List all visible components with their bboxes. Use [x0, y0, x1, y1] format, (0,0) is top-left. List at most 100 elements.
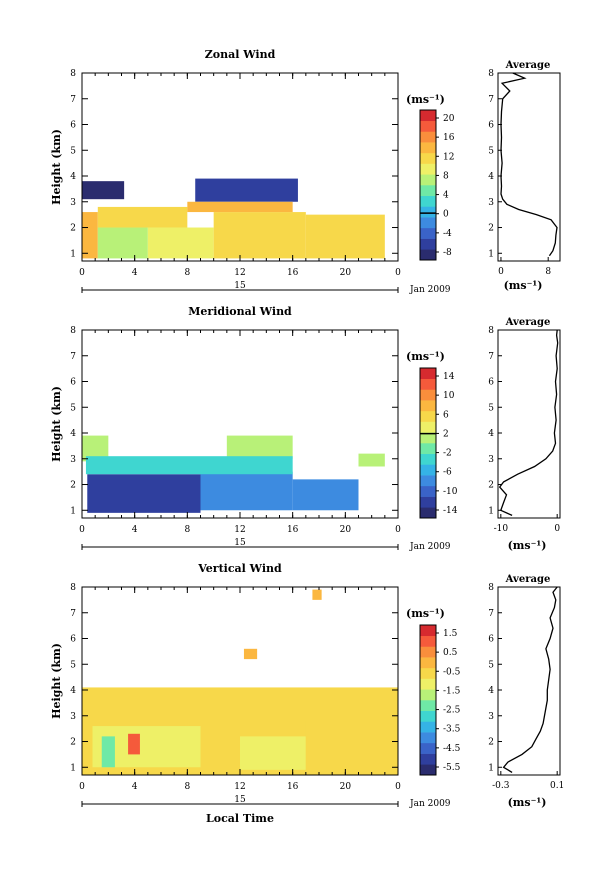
profile-y-tick-label: 5: [488, 403, 494, 413]
colorbar-segment: [420, 249, 436, 261]
heatmap-cell: [240, 736, 306, 770]
colorbar-tick-label: 4: [443, 191, 449, 201]
vertical-wind-title: Vertical Wind: [197, 562, 282, 575]
profile-y-tick-label: 4: [488, 429, 494, 439]
x-tick-label: 0: [79, 525, 85, 535]
heatmap-cell: [147, 227, 214, 259]
heatmap-cell: [82, 181, 125, 200]
profile-y-tick-label: 6: [488, 378, 494, 388]
y-tick-label: 8: [70, 583, 76, 593]
meridional-wind-y-axis-label: Height (km): [50, 386, 63, 462]
colorbar-tick-label: -2.5: [443, 706, 461, 716]
vertical-wind-x-axis-label: Local Time: [206, 812, 274, 825]
profile-y-tick-label: 5: [488, 660, 494, 670]
y-tick-label: 7: [70, 352, 76, 362]
colorbar-segment: [420, 732, 436, 744]
y-tick-label: 4: [70, 429, 76, 439]
colorbar-segment: [420, 227, 436, 239]
colorbar-segment: [420, 152, 436, 164]
colorbar-tick-label: -14: [443, 506, 458, 516]
profile-y-tick-label: 2: [488, 738, 494, 748]
x-tick-label: 12: [234, 782, 245, 792]
x-tick-label: 12: [234, 268, 245, 278]
heatmap-cell: [101, 736, 115, 768]
colorbar-tick-label: 2: [443, 429, 449, 439]
colorbar-segment: [420, 174, 436, 186]
colorbar-tick-label: 0.5: [443, 648, 458, 658]
y-tick-label: 1: [70, 249, 76, 259]
colorbar-segment: [420, 368, 436, 380]
y-tick-label: 6: [70, 378, 76, 388]
colorbar-segment: [420, 389, 436, 401]
zonal-wind-date-bar: 15: [81, 281, 399, 293]
y-tick-label: 1: [70, 763, 76, 773]
zonal-wind-colorbar-unit: (ms⁻¹): [406, 93, 445, 106]
colorbar-segment: [420, 475, 436, 487]
vertical-wind-heatmap: [82, 589, 398, 775]
heatmap-cell: [128, 733, 140, 755]
colorbar-segment: [420, 700, 436, 712]
colorbar-segment: [420, 710, 436, 722]
colorbar-segment: [420, 378, 436, 390]
colorbar-segment: [420, 443, 436, 455]
x-tick-label: 8: [184, 268, 190, 278]
profile-y-tick-label: 8: [488, 69, 494, 79]
zonal-wind-date-label: Jan 2009: [409, 285, 451, 295]
colorbar-tick-label: -3.5: [443, 725, 461, 735]
colorbar-segment: [420, 667, 436, 679]
zonal-wind-heatmap: [82, 178, 385, 259]
date-bar-day-label: 15: [234, 538, 246, 548]
zonal-wind-average-profile: 1 2 3 4 5 6 7 8 0 8: [488, 69, 561, 277]
meridional-wind-average-title: Average: [505, 317, 551, 328]
profile-frame: [497, 72, 561, 262]
date-bar-day-label: 15: [234, 795, 246, 805]
profile-y-tick-label: 7: [488, 609, 494, 619]
colorbar-segment: [420, 721, 436, 733]
date-bar-day-label: 15: [234, 281, 246, 291]
vertical-wind-y-axis-label: Height (km): [50, 643, 63, 719]
y-tick-label: 2: [70, 481, 76, 491]
profile-y-tick-label: 8: [488, 326, 494, 336]
vertical-wind-date-bar: 15: [81, 795, 399, 807]
profile-y-tick-label: 7: [488, 352, 494, 362]
meridional-wind-average-profile: 1 2 3 4 5 6 7 8 -10 0: [488, 326, 561, 534]
profile-y-tick-label: 3: [488, 712, 494, 722]
colorbar-segment: [420, 507, 436, 519]
profile-y-tick-label: 5: [488, 146, 494, 156]
heatmap-cell: [85, 456, 293, 475]
colorbar-tick-label: 20: [443, 114, 455, 124]
x-tick-label: 20: [340, 268, 352, 278]
colorbar-segment: [420, 485, 436, 497]
x-tick-label: 8: [184, 782, 190, 792]
x-tick-label: 16: [287, 525, 299, 535]
colorbar-tick-label: -8: [443, 248, 452, 258]
y-tick-label: 8: [70, 69, 76, 79]
zonal-wind-y-axis-label: Height (km): [50, 129, 63, 205]
x-tick-label: 12: [234, 525, 245, 535]
x-tick-label: 4: [132, 782, 138, 792]
meridional-wind-date-bar: 15: [81, 538, 399, 550]
heatmap-cell: [292, 479, 359, 511]
colorbar-segment: [420, 678, 436, 690]
heatmap-cell: [226, 435, 293, 459]
heatmap-cell: [195, 178, 298, 202]
vertical-wind-average-title: Average: [505, 574, 551, 585]
profile-x-tick-label: 0: [498, 267, 504, 277]
colorbar-segment: [420, 657, 436, 669]
y-tick-label: 3: [70, 198, 76, 208]
y-tick-label: 8: [70, 326, 76, 336]
profile-y-tick-label: 3: [488, 198, 494, 208]
colorbar-segment: [420, 464, 436, 476]
x-tick-label: 4: [132, 525, 138, 535]
y-tick-label: 7: [70, 95, 76, 105]
zonal-wind-title: Zonal Wind: [205, 48, 276, 61]
heatmap-cell: [213, 212, 306, 259]
colorbar-segment: [420, 432, 436, 444]
y-tick-label: 6: [70, 121, 76, 131]
profile-y-tick-label: 1: [488, 763, 494, 773]
colorbar-segment: [420, 400, 436, 412]
heatmap-cell: [358, 453, 385, 467]
colorbar-segment: [420, 625, 436, 637]
